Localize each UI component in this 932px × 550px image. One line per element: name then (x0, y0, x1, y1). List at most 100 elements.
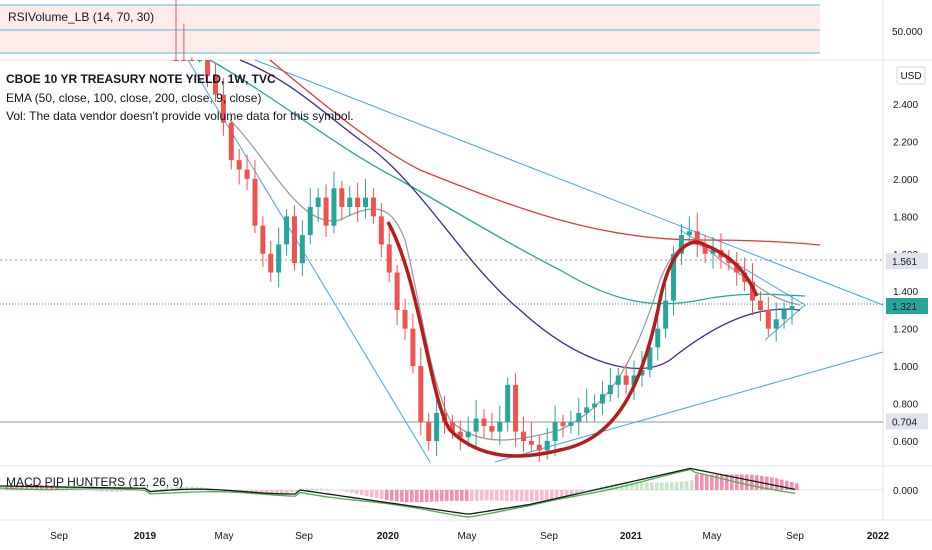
macd-histogram-bar (180, 486, 184, 490)
macd-histogram-bar (710, 474, 714, 490)
macd-histogram-bar (45, 485, 49, 490)
candle-body (291, 216, 297, 264)
macd-histogram-bar (470, 490, 474, 502)
lower-trend-line[interactable] (494, 351, 884, 463)
triangle-pattern[interactable] (679, 229, 806, 341)
price-axis[interactable]: 2.4002.2002.0001.8001.6001.4001.2001.000… (893, 100, 918, 448)
candle-body (402, 309, 408, 329)
macd-histogram-bar (785, 480, 789, 490)
candle-body (497, 422, 503, 432)
candle-body (639, 369, 645, 376)
macd-histogram-bar (530, 490, 534, 502)
macd-histogram-bar (170, 487, 174, 490)
price-tick-label: 0.800 (893, 400, 918, 411)
candle-body (355, 197, 361, 207)
price-tick-label: 0.600 (893, 437, 918, 448)
macd-histogram-bar (500, 490, 504, 501)
macd-histogram-bar (125, 490, 129, 492)
macd-histogram-bar (475, 490, 479, 501)
currency-box[interactable] (896, 66, 926, 85)
candle-body (244, 169, 250, 179)
candle-body (757, 300, 763, 310)
macd-zero-label: 0.000 (893, 486, 918, 497)
macd-histogram-bar (725, 474, 729, 490)
ema-legend[interactable]: EMA (50, close, 100, close, 200, close, … (6, 91, 262, 105)
macd-histogram-bar (155, 489, 159, 490)
time-axis[interactable]: Sep 2019 May Sep 2020 May Sep 2021 May Sep 2022 (50, 531, 889, 542)
time-tick-label: 2022 (867, 531, 890, 542)
rsi-legend[interactable]: RSIVolume_LB (14, 70, 30) (8, 10, 155, 24)
ema100-line (209, 59, 806, 305)
macd-histogram-bar (535, 490, 539, 502)
macd-histogram-bar (490, 490, 494, 501)
price-tick-label: 2.000 (893, 175, 918, 186)
macd-histogram-bar (680, 481, 684, 490)
candle-body (694, 231, 700, 245)
price-tick-label: 1.800 (893, 212, 918, 223)
macd-histogram-bar (275, 490, 279, 495)
candle-body (394, 272, 400, 310)
macd-histogram-bar (630, 482, 634, 490)
time-tick-label: Sep (50, 531, 68, 542)
macd-histogram-bar (640, 482, 644, 490)
macd-histogram-bar (65, 487, 69, 490)
symbol-legend[interactable]: CBOE 10 YR TREASURY NOTE YIELD, 1W, TVC (6, 72, 276, 86)
candle-body (370, 197, 376, 217)
rsi-pane: 50.000 (0, 4, 923, 54)
macd-histogram-bar (705, 474, 709, 490)
price-marker-box (886, 253, 928, 270)
macd-legend[interactable]: MACD PIP HUNTERS (12, 26, 9) (6, 475, 184, 489)
candle-body (576, 412, 582, 423)
time-tick-label: May (703, 531, 722, 542)
candle-body (315, 197, 321, 207)
macd-histogram-bar (665, 482, 669, 490)
macd-histogram-bar (540, 490, 544, 501)
macd-histogram-bar (615, 484, 619, 490)
macd-histogram-bar (195, 486, 199, 490)
candle-body (520, 431, 526, 441)
macd-histogram-bar (15, 485, 19, 490)
left-trend-line[interactable] (187, 59, 431, 463)
macd-histogram-bar (755, 475, 759, 490)
time-tick-label: 2021 (620, 531, 643, 542)
price-marker-label: 1.321 (892, 302, 917, 313)
price-marker-box (886, 298, 928, 315)
candle-body (528, 441, 534, 445)
candle-body (418, 366, 424, 423)
candle-body (189, 60, 195, 61)
price-tick-label: 1.000 (893, 362, 918, 373)
macd-histogram-bar (330, 489, 334, 490)
macd-histogram-bar (270, 490, 274, 495)
upper-trend-line[interactable] (254, 59, 884, 306)
price-tick-label: 1.400 (893, 287, 918, 298)
candle-body (410, 328, 416, 367)
candle-body (307, 206, 313, 236)
price-tick-label: 2.200 (893, 137, 918, 148)
macd-histogram-bar (430, 490, 434, 502)
macd-histogram-bar (50, 485, 54, 490)
macd-histogram-bar (340, 490, 344, 491)
macd-histogram-bar (175, 486, 179, 490)
macd-histogram-bar (375, 490, 379, 499)
macd-histogram-bar (160, 488, 164, 490)
macd-histogram-bar (525, 490, 529, 502)
candle-body (678, 235, 684, 254)
candle-body (378, 216, 384, 245)
macd-histogram-bar (325, 488, 329, 490)
macd-histogram-bar (580, 490, 584, 492)
vol-legend[interactable]: Vol: The data vendor doesn't provide vol… (6, 109, 354, 123)
candle-body (702, 244, 708, 254)
candle-body (505, 384, 511, 423)
cup-handle-curve[interactable] (386, 221, 759, 458)
macd-histogram-bar (465, 490, 469, 502)
macd-line (0, 467, 796, 515)
macd-histogram-bar (20, 485, 24, 490)
candle-body (599, 394, 605, 404)
macd-histogram-bar (360, 490, 364, 496)
price-tick-label: 1.200 (893, 325, 918, 336)
candle-body (647, 347, 653, 370)
macd-histogram-bar (0, 487, 4, 490)
price-marker-label: 0.704 (892, 418, 917, 429)
macd-histogram-bar (290, 490, 294, 493)
